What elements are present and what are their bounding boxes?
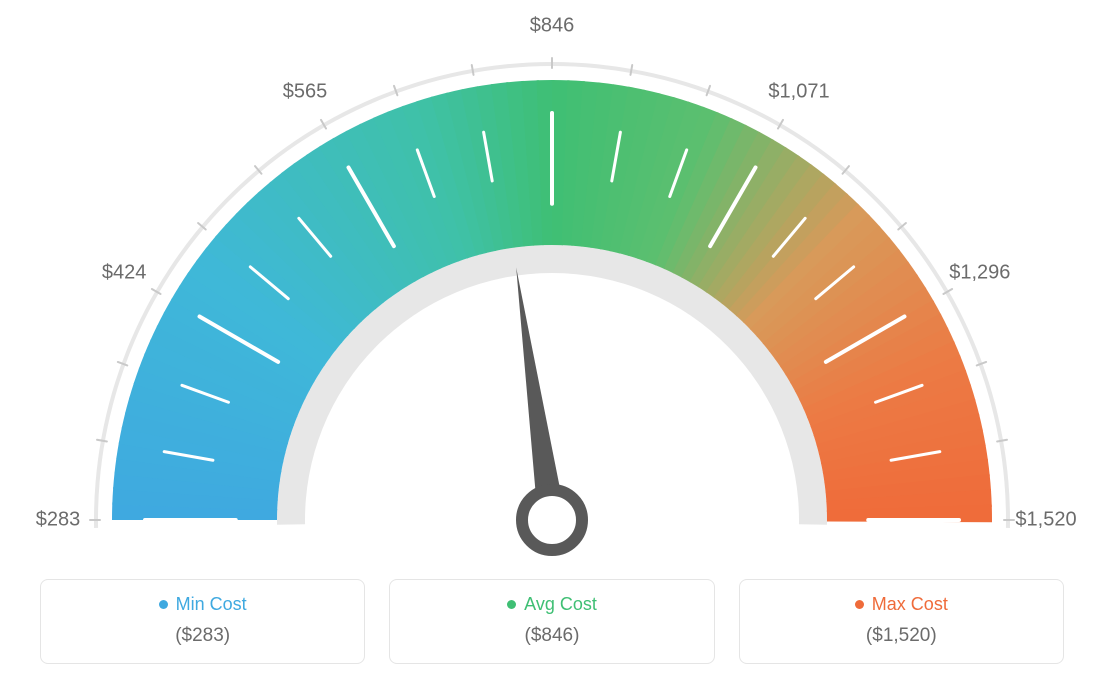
gauge: $283 $424 $565 $846 $1,071 $1,296 $1,520 bbox=[0, 0, 1104, 560]
legend: Min Cost ($283) Avg Cost ($846) Max Cost… bbox=[40, 579, 1064, 664]
legend-title: Min Cost bbox=[176, 594, 247, 615]
gauge-tick-label: $424 bbox=[102, 262, 147, 285]
legend-card-min: Min Cost ($283) bbox=[40, 579, 365, 664]
legend-title: Avg Cost bbox=[524, 594, 597, 615]
legend-value: ($846) bbox=[410, 625, 693, 647]
dot-icon bbox=[507, 600, 516, 609]
chart-container: $283 $424 $565 $846 $1,071 $1,296 $1,520 Min C… bbox=[0, 0, 1104, 690]
legend-card-avg: Avg Cost ($846) bbox=[389, 579, 714, 664]
legend-value: ($1,520) bbox=[760, 625, 1043, 647]
dot-icon bbox=[159, 600, 168, 609]
legend-title-row: Min Cost bbox=[159, 594, 247, 615]
gauge-tick-label: $1,296 bbox=[949, 262, 1010, 285]
legend-title-row: Max Cost bbox=[855, 594, 948, 615]
gauge-tick-label: $565 bbox=[283, 81, 328, 104]
gauge-tick-label: $1,071 bbox=[768, 81, 829, 104]
gauge-tick-label: $846 bbox=[530, 15, 575, 38]
legend-title: Max Cost bbox=[872, 594, 948, 615]
legend-value: ($283) bbox=[61, 625, 344, 647]
gauge-tick-label: $1,520 bbox=[1015, 509, 1076, 532]
gauge-svg bbox=[0, 0, 1104, 560]
gauge-tick-label: $283 bbox=[36, 509, 81, 532]
dot-icon bbox=[855, 600, 864, 609]
legend-title-row: Avg Cost bbox=[507, 594, 597, 615]
legend-card-max: Max Cost ($1,520) bbox=[739, 579, 1064, 664]
